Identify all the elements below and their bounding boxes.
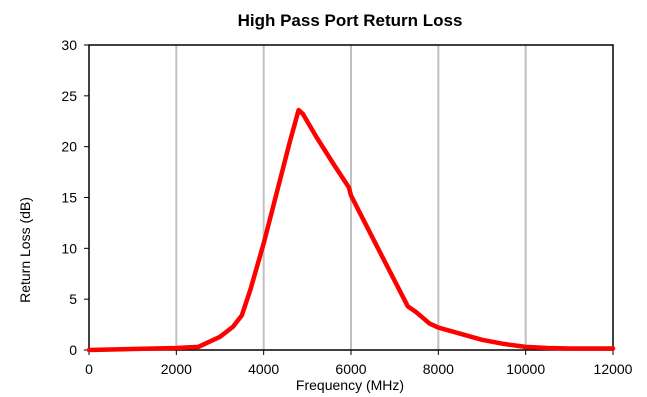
y-tick-label: 10: [61, 240, 77, 256]
y-tick-label: 20: [61, 139, 77, 155]
x-tick-label: 0: [85, 361, 93, 377]
y-tick-label: 0: [69, 342, 77, 358]
y-tick-label: 25: [61, 88, 77, 104]
axis-ticks: 0 2000 4000 6000 8000 10000 12000 0 5 10 15 20 25 30: [61, 37, 632, 377]
x-tick-label: 8000: [423, 361, 454, 377]
chart-title: High Pass Port Return Loss: [238, 11, 463, 30]
x-axis-label: Frequency (MHz): [296, 377, 404, 393]
y-tick-label: 30: [61, 37, 77, 53]
x-tick-label: 12000: [594, 361, 633, 377]
x-tick-label: 10000: [506, 361, 545, 377]
x-tick-label: 4000: [248, 361, 279, 377]
series-line-0: [86, 107, 616, 353]
series-layer: [86, 107, 616, 353]
x-tick-label: 2000: [161, 361, 192, 377]
y-tick-label: 15: [61, 190, 77, 206]
x-tick-label: 6000: [335, 361, 366, 377]
y-tick-label: 5: [69, 291, 77, 307]
y-axis-label: Return Loss (dB): [17, 197, 33, 303]
